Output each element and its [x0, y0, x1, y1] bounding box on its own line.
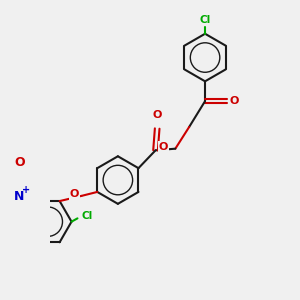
- Text: Cl: Cl: [81, 211, 93, 221]
- Text: O: O: [159, 142, 168, 152]
- Text: O: O: [230, 96, 239, 106]
- Text: +: +: [22, 185, 30, 195]
- Text: N: N: [14, 190, 24, 203]
- Text: Cl: Cl: [200, 14, 211, 25]
- Text: O: O: [152, 110, 162, 120]
- Text: O: O: [14, 156, 25, 169]
- Text: O: O: [69, 189, 79, 199]
